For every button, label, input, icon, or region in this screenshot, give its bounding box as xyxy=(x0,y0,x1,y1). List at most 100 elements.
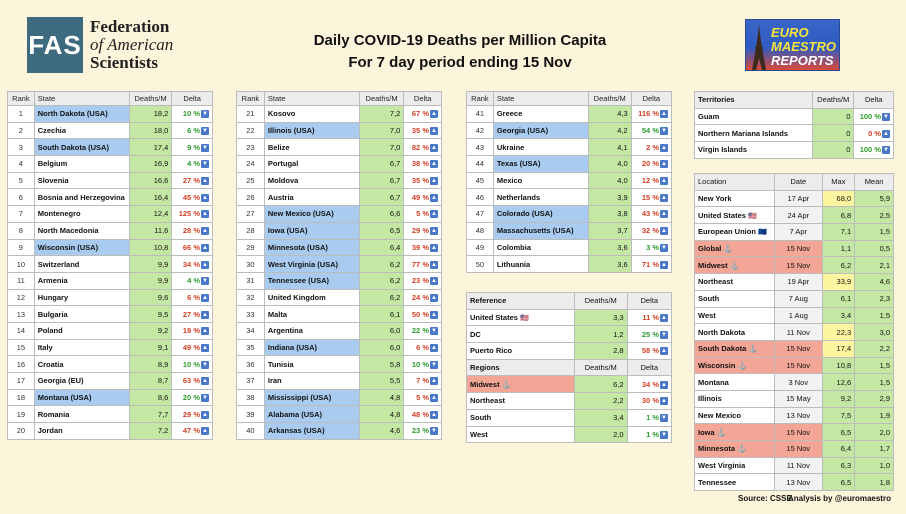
state-cell: Romania xyxy=(33,405,130,424)
mean-cell: 1,0 xyxy=(854,456,894,475)
deaths-cell: 6,7 xyxy=(358,155,405,173)
table-row: 5 Slovenia 16,6 27 % ▲ xyxy=(7,171,213,190)
deaths-cell: 0 xyxy=(811,141,855,159)
delta-cell: 71 % ▲ xyxy=(630,255,673,273)
em-logo-line-1: EURO xyxy=(771,25,809,40)
rank-cell: 4 xyxy=(7,155,35,173)
deaths-cell: 6,7 xyxy=(358,188,405,207)
flag-icon: 🇺🇸 xyxy=(520,315,529,323)
table-row: 35 Indiana (USA) 6,0 6 % ▲ xyxy=(236,338,442,357)
anchor-icon: ⚓ xyxy=(735,444,747,454)
state-cell: Alabama (USA) xyxy=(263,405,360,424)
state-cell: Kosovo xyxy=(263,105,360,123)
region-cell: Midwest ⚓ xyxy=(466,375,575,394)
rank-cell: 35 xyxy=(236,338,265,357)
delta-cell: 67 % ▲ xyxy=(403,105,442,123)
location-cell: United States 🇺🇸 xyxy=(466,308,575,327)
table-row: Global ⚓ 15 Nov 1,1 0,5 xyxy=(694,239,894,258)
delta-header: Delta xyxy=(630,91,673,106)
deaths-cell: 6,0 xyxy=(358,321,405,340)
table-row: Virgin Islands 0 100 % ▼ xyxy=(694,141,894,159)
peaks-column-header: Location xyxy=(694,173,775,191)
peaks-column-header: Mean xyxy=(854,173,894,191)
max-cell: 17,4 xyxy=(821,339,856,358)
deaths-cell: 6,7 xyxy=(358,171,405,190)
state-cell: Mississippi (USA) xyxy=(263,388,360,407)
territories-table: Territories Deaths/M Delta Guam 0 100 % ▼ North… xyxy=(694,91,894,159)
state-cell: Hungary xyxy=(33,288,130,307)
mean-cell: 2,3 xyxy=(854,289,894,308)
delta-cell: 23 % ▲ xyxy=(403,271,442,290)
location-cell: New Mexico xyxy=(694,406,775,425)
state-cell: Bulgaria xyxy=(33,305,130,323)
table-row: 37 Iran 5,5 7 % ▲ xyxy=(236,372,442,390)
arrow-up-icon: ▲ xyxy=(660,347,668,356)
arrow-up-icon: ▲ xyxy=(430,343,438,352)
arrow-down-icon: ▼ xyxy=(201,360,209,369)
state-cell: Ukraine xyxy=(492,138,589,157)
date-cell: 11 Nov xyxy=(774,323,823,341)
delta-cell: 1 % ▼ xyxy=(626,425,673,444)
table-row: 34 Argentina 6,0 22 % ▼ xyxy=(236,321,442,340)
arrow-up-icon: ▲ xyxy=(882,129,890,138)
table-row: 45 Mexico 4,0 12 % ▲ xyxy=(466,171,673,190)
deaths-cell: 4,8 xyxy=(358,388,405,407)
fas-logo-text: Federation of American Scientists xyxy=(90,18,173,72)
arrow-up-icon: ▲ xyxy=(201,327,209,336)
state-cell: Indiana (USA) xyxy=(263,338,360,357)
table-row: 29 Minnesota (USA) 6,4 39 % ▲ xyxy=(236,238,442,257)
delta-value: 6 % xyxy=(416,342,429,352)
delta-cell: 32 % ▲ xyxy=(630,221,673,240)
delta-value: 43 % xyxy=(641,209,659,219)
delta-value: 7 % xyxy=(416,376,429,386)
arrow-up-icon: ▲ xyxy=(201,427,209,436)
deaths-cell: 4,0 xyxy=(587,171,632,190)
location-cell: West Virginia xyxy=(694,456,775,475)
location-cell: New York xyxy=(694,189,775,208)
date-cell: 13 Nov xyxy=(774,406,823,425)
delta-cell: 29 % ▲ xyxy=(171,405,213,424)
location-name: West Virginia xyxy=(698,461,746,471)
delta-cell: 116 % ▲ xyxy=(630,105,673,123)
deaths-cell: 8,9 xyxy=(128,355,173,373)
deaths-cell: 1,2 xyxy=(574,325,628,344)
delta-value: 34 % xyxy=(182,259,200,269)
delta-cell: 7 % ▲ xyxy=(403,372,442,390)
arrow-up-icon: ▲ xyxy=(660,314,668,323)
rank-cell: 45 xyxy=(466,171,494,190)
location-name: Illinois xyxy=(698,394,722,404)
delta-value: 39 % xyxy=(411,242,429,252)
table-row: European Union 🇪🇺 7 Apr 7,1 1,5 xyxy=(694,223,894,241)
arrow-up-icon: ▲ xyxy=(430,177,438,186)
delta-cell: 5 % ▲ xyxy=(403,388,442,407)
deaths-cell: 3,8 xyxy=(587,205,632,223)
deaths-cell: 17,4 xyxy=(128,138,173,157)
delta-value: 1 % xyxy=(646,429,659,439)
arrow-up-icon: ▲ xyxy=(660,260,668,269)
max-cell: 33,9 xyxy=(821,273,856,291)
table-row: Tennessee 13 Nov 6,5 1,8 xyxy=(694,473,894,492)
date-cell: 13 Nov xyxy=(774,473,823,492)
table-row: West 1 Aug 3,4 1,5 xyxy=(694,306,894,325)
peaks-column-header: Date xyxy=(774,173,823,191)
rank-cell: 32 xyxy=(236,288,265,307)
table-row: 23 Belize 7,0 82 % ▲ xyxy=(236,138,442,157)
delta-value: 45 % xyxy=(182,192,200,202)
rank-cell: 16 xyxy=(7,355,35,373)
delta-cell: 10 % ▼ xyxy=(171,105,213,123)
arrow-up-icon: ▲ xyxy=(660,160,668,169)
delta-value: 4 % xyxy=(187,276,200,286)
delta-cell: 24 % ▲ xyxy=(403,288,442,307)
table-row: 13 Bulgaria 9,5 27 % ▲ xyxy=(7,305,213,323)
table-row: 21 Kosovo 7,2 67 % ▲ xyxy=(236,105,442,123)
state-cell: Colorado (USA) xyxy=(492,205,589,223)
deaths-cell: 8,7 xyxy=(128,372,173,390)
delta-cell: 22 % ▼ xyxy=(403,321,442,340)
table-row: 17 Georgia (EU) 8,7 63 % ▲ xyxy=(7,372,213,390)
delta-cell: 77 % ▲ xyxy=(403,255,442,273)
arrow-up-icon: ▲ xyxy=(660,227,668,236)
arrow-up-icon: ▲ xyxy=(430,293,438,302)
deaths-cell: 9,5 xyxy=(128,305,173,323)
table-header-row: Rank State Deaths/M Delta xyxy=(7,91,213,106)
reference-header: Reference xyxy=(466,292,575,310)
